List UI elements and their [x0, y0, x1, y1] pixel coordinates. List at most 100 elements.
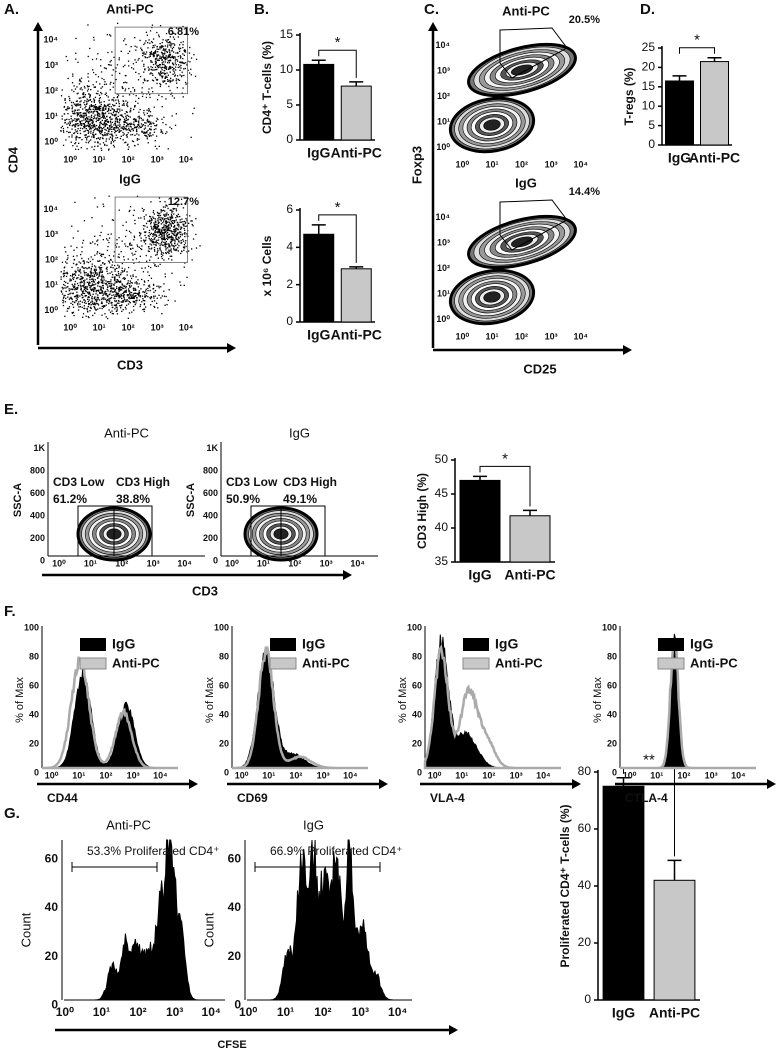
event-dot [94, 307, 95, 308]
event-dot [83, 115, 84, 116]
y-axis-label: Foxp3 [409, 146, 424, 184]
event-dot [93, 112, 94, 113]
event-dot [148, 56, 149, 57]
event-dot [106, 271, 107, 272]
event-dot [173, 43, 174, 44]
event-dot [125, 88, 126, 89]
y-tick-label: 200 [30, 533, 45, 543]
event-dot [125, 90, 126, 91]
y-tick-label: 60 [45, 851, 59, 865]
event-dot [157, 229, 158, 230]
event-dot [119, 305, 120, 306]
event-dot [91, 290, 92, 291]
arrow-head [623, 345, 632, 355]
event-dot [83, 240, 84, 241]
y-tick-label: 40 [228, 900, 242, 914]
event-dot [96, 58, 97, 59]
event-dot [62, 302, 63, 303]
event-dot [158, 266, 159, 267]
event-dot [158, 215, 159, 216]
event-dot [183, 68, 184, 69]
event-dot [78, 128, 79, 129]
event-dot [80, 286, 81, 287]
event-dot [109, 126, 110, 127]
event-dot [160, 129, 161, 130]
event-dot [146, 293, 147, 294]
event-dot [121, 295, 122, 296]
event-dot [71, 279, 72, 280]
y-tick-label: 80 [29, 652, 39, 662]
event-dot [181, 227, 182, 228]
event-dot [157, 218, 158, 219]
event-dot [145, 306, 146, 307]
event-dot [63, 284, 64, 285]
x-tick-label: IgG [307, 145, 330, 161]
event-dot [116, 135, 117, 136]
event-dot [100, 65, 101, 66]
event-dot [167, 239, 168, 240]
event-dot [125, 307, 126, 308]
event-dot [106, 138, 107, 139]
event-dot [150, 248, 151, 249]
plot-title: IgG [119, 171, 141, 186]
x-tick-label: 10¹ [72, 770, 85, 780]
event-dot [127, 300, 128, 301]
event-dot [133, 293, 134, 294]
event-dot [128, 61, 129, 62]
event-dot [104, 306, 105, 307]
event-dot [68, 123, 69, 124]
event-dot [154, 251, 155, 252]
event-dot [134, 237, 135, 238]
event-dot [151, 52, 152, 53]
event-dot [150, 223, 151, 224]
event-dot [118, 246, 119, 247]
event-dot [181, 219, 182, 220]
event-dot [90, 242, 91, 243]
event-dot [104, 113, 105, 114]
event-dot [138, 286, 139, 287]
event-dot [184, 233, 185, 234]
event-dot [74, 284, 75, 285]
event-dot [80, 263, 81, 264]
event-dot [99, 128, 100, 129]
event-dot [112, 307, 113, 308]
event-dot [138, 139, 139, 140]
event-dot [98, 261, 99, 262]
event-dot [155, 69, 156, 70]
bar [510, 516, 550, 562]
event-dot [84, 289, 85, 290]
event-dot [108, 234, 109, 235]
event-dot [72, 120, 73, 121]
event-dot [98, 119, 99, 120]
y-tick-label: 80 [607, 652, 617, 662]
y-tick-label: 10⁴ [436, 212, 450, 222]
event-dot [84, 107, 85, 108]
event-dot [93, 72, 94, 73]
event-dot [174, 45, 175, 46]
y-tick-label: 60 [228, 851, 242, 865]
event-dot [178, 225, 179, 226]
event-dot [138, 58, 139, 59]
event-dot [126, 290, 127, 291]
event-dot [112, 135, 113, 136]
arrow-head [379, 779, 388, 789]
event-dot [132, 87, 133, 88]
event-dot [91, 256, 92, 257]
event-dot [134, 254, 135, 255]
event-dot [153, 56, 154, 57]
y-axis-label: % of Max [592, 677, 604, 723]
event-dot [168, 300, 169, 301]
event-dot [119, 120, 120, 121]
event-dot [129, 298, 130, 299]
event-dot [77, 123, 78, 124]
event-dot [76, 289, 77, 290]
event-dot [173, 208, 174, 209]
event-dot [76, 136, 77, 137]
event-dot [150, 201, 151, 202]
event-dot [75, 105, 76, 106]
event-dot [128, 280, 129, 281]
event-dot [99, 235, 100, 236]
y-tick-label: 10 [280, 62, 294, 76]
event-dot [88, 112, 89, 113]
event-dot [106, 302, 107, 303]
